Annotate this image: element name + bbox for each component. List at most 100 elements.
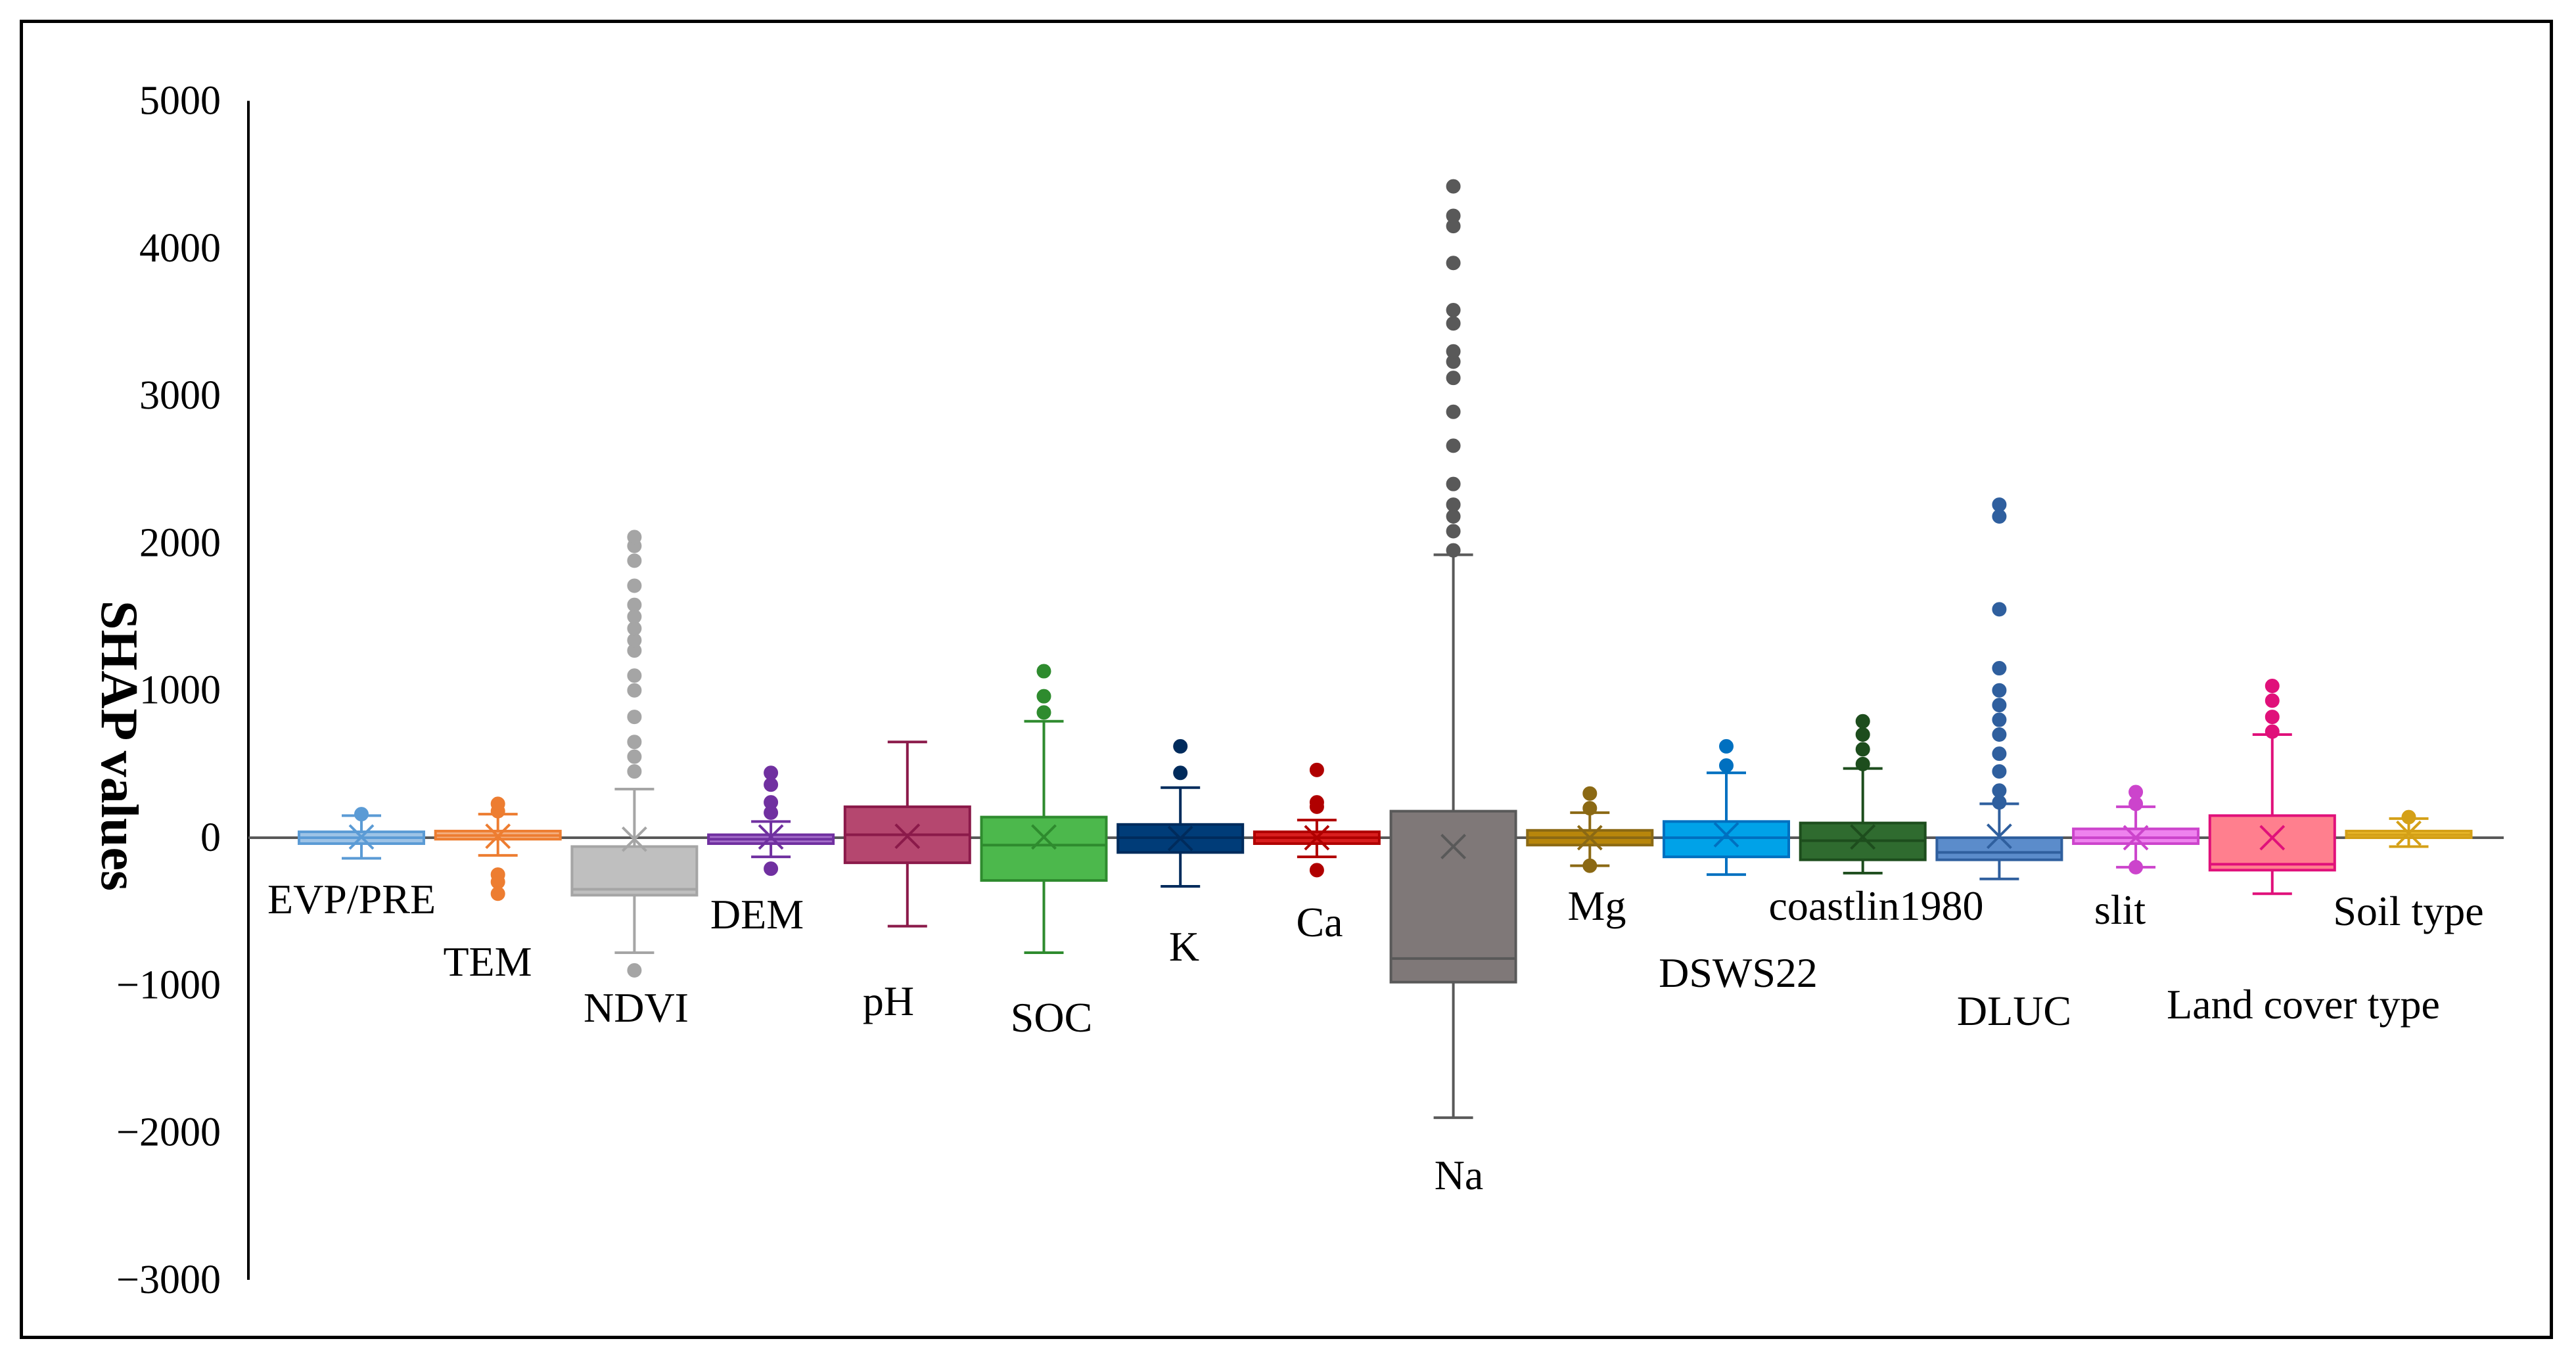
mean-marker-stroke [1576, 825, 1603, 851]
mean-marker-stroke [2123, 825, 2149, 851]
outlier-point [1992, 746, 2007, 762]
outlier-point [1446, 344, 1461, 359]
outlier-point [627, 553, 642, 568]
outlier-point [2401, 809, 2416, 825]
y-tick-label: −1000 [116, 963, 221, 1007]
y-tick-label: 3000 [139, 373, 221, 418]
outlier-point [1582, 786, 1598, 801]
mean-marker [1440, 834, 1467, 859]
category-label: EVP/PRE [267, 876, 436, 922]
outlier-point [1309, 795, 1324, 810]
outlier-point [1992, 783, 2007, 798]
outlier-point [1855, 742, 1870, 757]
outlier-point [1446, 497, 1461, 512]
y-tick-label: 2000 [139, 520, 221, 565]
category-label: pH [863, 978, 914, 1024]
mean-marker [1850, 824, 1876, 850]
outlier-point [1446, 404, 1461, 419]
outlier-point [1173, 765, 1188, 781]
y-tick-label: 5000 [139, 79, 221, 124]
outlier-point [1582, 801, 1598, 816]
mean-marker [2396, 820, 2422, 846]
outlier-point [2265, 710, 2280, 725]
outlier-point [1446, 438, 1461, 453]
box-slit [2072, 784, 2200, 875]
outlier-point [1446, 303, 1461, 318]
outlier-point [1446, 208, 1461, 223]
mean-marker [894, 823, 921, 850]
category-label: K [1169, 923, 1199, 970]
box-iqr [2208, 814, 2336, 872]
mean-marker [2259, 825, 2286, 851]
outlier-point [627, 683, 642, 698]
box-iqr [1935, 836, 2063, 861]
outlier-point [1173, 739, 1188, 754]
outlier-point [1855, 714, 1870, 729]
mean-marker-stroke [1850, 824, 1876, 850]
category-label: Ca [1296, 899, 1343, 945]
outlier-point [1992, 712, 2007, 727]
mean-marker [1576, 825, 1603, 851]
outlier-point [1036, 689, 1051, 704]
mean-marker-stroke [894, 823, 921, 850]
category-label: DEM [710, 891, 804, 938]
outlier-point [764, 765, 779, 781]
category-label: TEM [443, 938, 532, 985]
outlier-point [1446, 256, 1461, 271]
box-iqr [980, 815, 1108, 882]
outlier-point [1036, 705, 1051, 720]
mean-marker-stroke [1713, 822, 1739, 848]
outlier-point [2128, 784, 2144, 800]
category-label: Soil type [2333, 888, 2483, 934]
chart-frame: 5000 4000 3000 2000 1000 0 −1000 −2000 −3000 EVP… [20, 20, 2553, 1339]
y-tick-label: −2000 [116, 1110, 221, 1155]
outlier-point [1855, 756, 1870, 771]
outlier-point [1992, 698, 2007, 713]
outlier-point [627, 963, 642, 978]
mean-marker [1167, 825, 1193, 852]
outlier-point [1719, 739, 1734, 754]
outlier-point [2265, 724, 2280, 739]
category-label: Mg [1568, 882, 1626, 929]
box-coastlin1980 [1799, 714, 1927, 875]
box-dem [707, 765, 835, 876]
outlier-point [764, 861, 779, 876]
y-tick-label: 1000 [139, 668, 221, 713]
outlier-point [1992, 602, 2007, 617]
box-mg [1526, 786, 1654, 873]
mean-marker [621, 826, 647, 852]
outlier-point [627, 597, 642, 612]
outlier-point [1309, 762, 1324, 777]
outlier-point [1446, 543, 1461, 558]
category-label: SOC [1011, 994, 1093, 1041]
mean-marker-stroke [1440, 834, 1467, 859]
category-label: coastlin1980 [1768, 882, 1983, 929]
outlier-point [2128, 859, 2144, 875]
box-ph [843, 740, 971, 928]
outlier-point [627, 578, 642, 593]
outlier-point [490, 796, 505, 811]
category-label: Na [1435, 1152, 1484, 1198]
outlier-point [1446, 371, 1461, 386]
box-na [1389, 179, 1517, 1120]
outlier-point [1036, 664, 1051, 679]
outlier-point [627, 530, 642, 545]
category-label: DLUC [1957, 988, 2071, 1034]
mean-marker [1031, 824, 1057, 850]
y-axis: 5000 4000 3000 2000 1000 0 −1000 −2000 −3000 [116, 79, 2504, 1302]
outlier-point [354, 807, 369, 822]
mean-marker-stroke [758, 824, 784, 850]
outlier-point [1992, 727, 2007, 742]
outlier-point [1719, 758, 1734, 773]
outlier-point [1446, 524, 1461, 539]
outlier-point [490, 886, 505, 901]
mean-marker [2123, 825, 2149, 851]
outlier-point [1992, 661, 2007, 676]
outlier-point [1992, 683, 2007, 698]
mean-marker [485, 823, 511, 850]
box-k [1116, 739, 1245, 888]
box-ca [1253, 762, 1381, 878]
category-label: DSWS22 [1659, 949, 1818, 996]
box-plot-chart: 5000 4000 3000 2000 1000 0 −1000 −2000 −3000 EVP… [90, 79, 2504, 1302]
box-tem [434, 796, 562, 901]
